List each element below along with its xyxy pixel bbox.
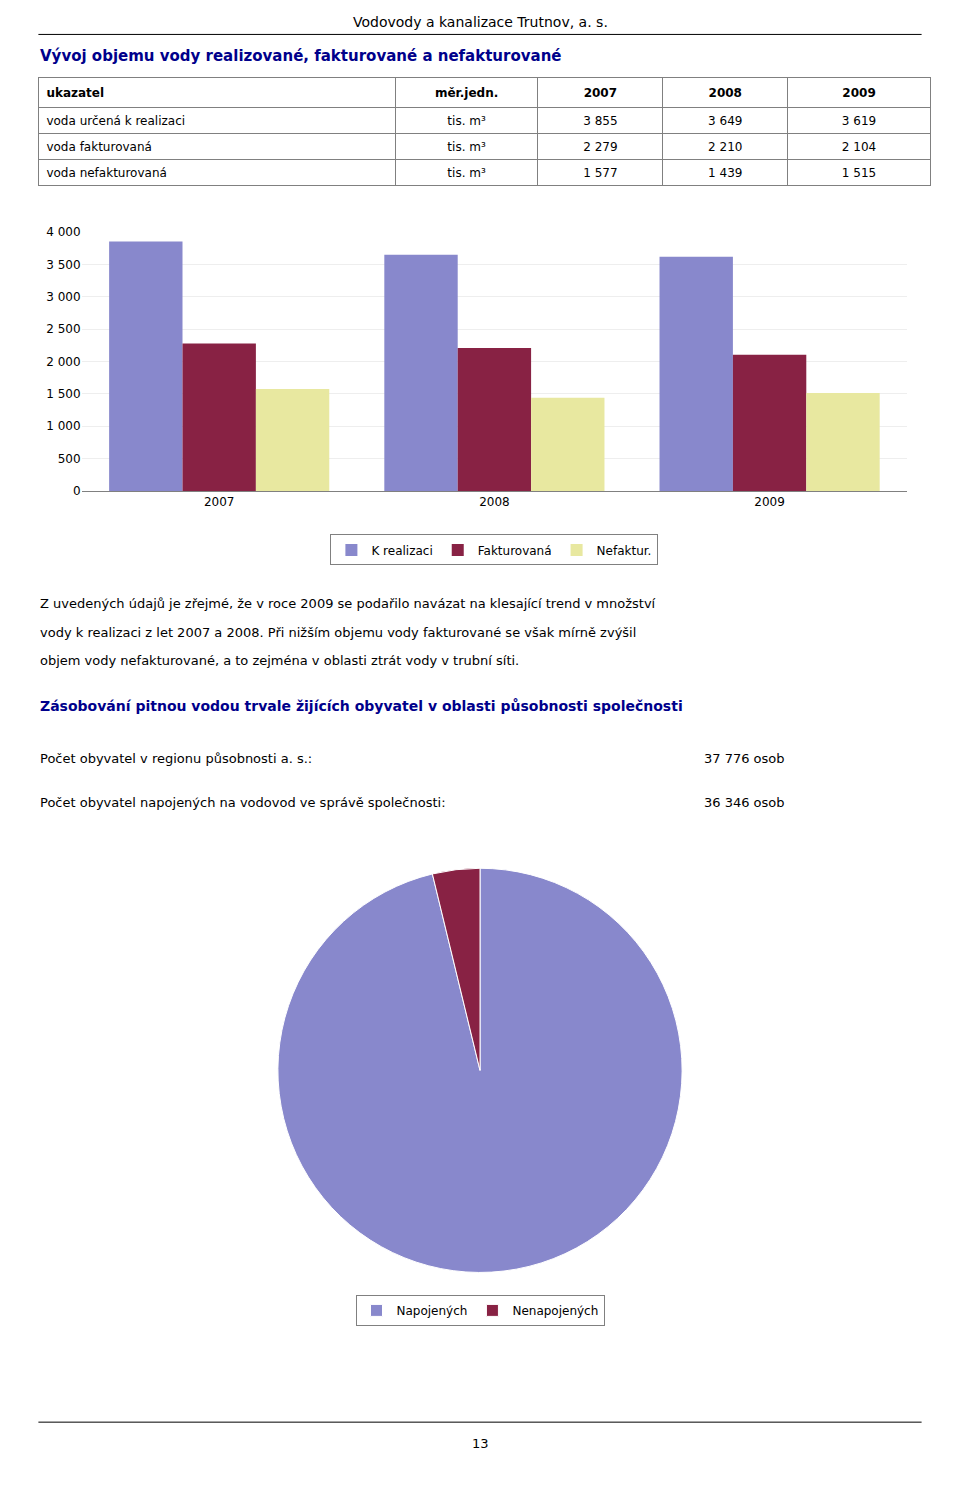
svg-text:3 855: 3 855 <box>583 114 617 128</box>
svg-text:1 577: 1 577 <box>583 166 617 180</box>
svg-text:Z uvedených údajů je zřejmé, ž: Z uvedených údajů je zřejmé, že v roce 2… <box>40 596 656 611</box>
svg-text:1 000: 1 000 <box>46 419 80 433</box>
svg-text:voda fakturovaná: voda fakturovaná <box>46 140 151 154</box>
svg-text:1 515: 1 515 <box>842 166 876 180</box>
svg-text:ukazatel: ukazatel <box>46 86 104 100</box>
svg-text:1 439: 1 439 <box>708 166 742 180</box>
svg-text:3 619: 3 619 <box>842 114 876 128</box>
svg-text:2 210: 2 210 <box>708 140 742 154</box>
svg-text:Vodovody a kanalizace Trutnov,: Vodovody a kanalizace Trutnov, a. s. <box>353 14 608 30</box>
svg-text:Počet obyvatel v regionu působ: Počet obyvatel v regionu působnosti a. s… <box>40 751 312 766</box>
svg-text:Nenapojených: Nenapojených <box>512 1304 598 1318</box>
svg-text:K realizaci: K realizaci <box>371 544 432 558</box>
svg-text:36 346 osob: 36 346 osob <box>704 795 785 810</box>
svg-text:tis. m³: tis. m³ <box>447 166 486 180</box>
svg-text:37 776 osob: 37 776 osob <box>704 751 785 766</box>
svg-text:Fakturovaná: Fakturovaná <box>478 544 552 558</box>
svg-text:2 279: 2 279 <box>583 140 617 154</box>
svg-text:2007: 2007 <box>584 86 617 100</box>
svg-text:Vývoj objemu vody realizované,: Vývoj objemu vody realizované, fakturova… <box>40 47 562 65</box>
svg-text:2009: 2009 <box>754 495 785 509</box>
svg-text:objem vody nefakturované, a to: objem vody nefakturované, a to zejména v… <box>40 653 519 668</box>
svg-text:2008: 2008 <box>709 86 742 100</box>
svg-text:2007: 2007 <box>204 495 235 509</box>
svg-text:tis. m³: tis. m³ <box>447 114 486 128</box>
svg-text:2 500: 2 500 <box>46 322 80 336</box>
svg-text:Počet obyvatel napojených na v: Počet obyvatel napojených na vodovod ve … <box>40 795 446 810</box>
svg-text:0: 0 <box>73 484 81 498</box>
svg-text:vody k realizaci z let 2007 a: vody k realizaci z let 2007 a 2008. Při … <box>40 625 636 640</box>
svg-text:1 500: 1 500 <box>46 387 80 401</box>
svg-text:Zásobování pitnou vodou trvale: Zásobování pitnou vodou trvale žijících … <box>40 698 683 714</box>
svg-text:13: 13 <box>472 1436 489 1451</box>
svg-text:Napojených: Napojených <box>397 1304 468 1318</box>
svg-text:voda určená k realizaci: voda určená k realizaci <box>46 114 185 128</box>
svg-text:4 000: 4 000 <box>46 225 80 239</box>
svg-text:500: 500 <box>58 452 81 466</box>
svg-text:Nefaktur.: Nefaktur. <box>597 544 652 558</box>
svg-text:3 649: 3 649 <box>708 114 742 128</box>
svg-text:voda nefakturovaná: voda nefakturovaná <box>46 166 166 180</box>
svg-text:2009: 2009 <box>842 86 875 100</box>
svg-text:3 000: 3 000 <box>46 290 80 304</box>
svg-text:tis. m³: tis. m³ <box>447 140 486 154</box>
svg-text:3 500: 3 500 <box>46 258 80 272</box>
svg-text:2 104: 2 104 <box>842 140 876 154</box>
svg-text:2008: 2008 <box>479 495 510 509</box>
svg-text:měr.jedn.: měr.jedn. <box>435 86 498 100</box>
svg-text:2 000: 2 000 <box>46 355 80 369</box>
